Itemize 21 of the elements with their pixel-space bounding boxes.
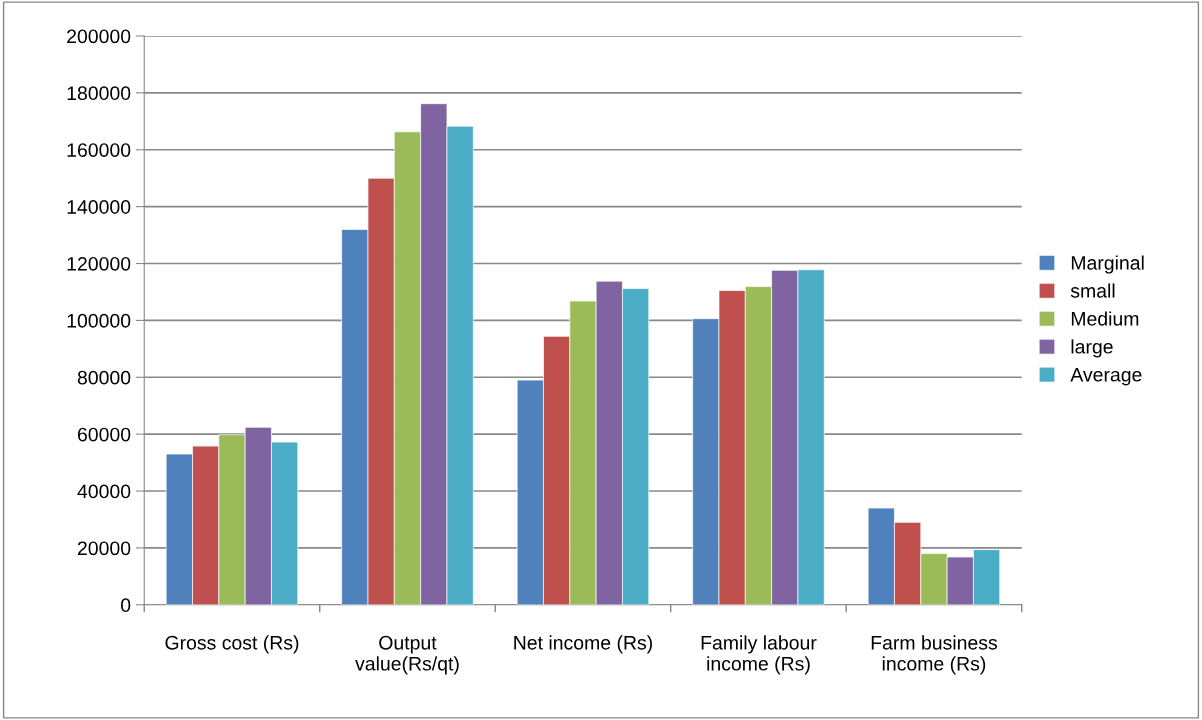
y-tick-label: 80000	[77, 370, 131, 385]
y-tick-label: 0	[120, 598, 131, 613]
y-tick-label: 180000	[67, 86, 131, 101]
x-tick-label: Output value(Rs/qt)	[355, 635, 459, 675]
y-tick-label: 40000	[77, 484, 131, 499]
legend-label: Average	[1070, 368, 1142, 386]
x-tick-label: Gross cost (Rs)	[165, 635, 299, 654]
y-tick-label: 20000	[77, 541, 131, 556]
legend-label: Medium	[1071, 311, 1139, 326]
y-tick-label: 120000	[67, 256, 131, 271]
y-tick-label: 140000	[67, 200, 131, 214]
x-tick-label: Farm business income (Rs)	[871, 635, 998, 675]
legend-label: small	[1070, 283, 1115, 298]
x-tick-label: Family labour income (Rs)	[701, 635, 817, 675]
legend-label: large	[1071, 339, 1113, 358]
y-tick-label: 60000	[77, 427, 131, 442]
x-tick-label: Net income (Rs)	[514, 635, 652, 654]
y-tick-label: 160000	[67, 143, 131, 157]
y-tick-label: 200000	[67, 29, 131, 44]
legend-label: Marginal	[1071, 255, 1144, 274]
y-tick-label: 100000	[67, 313, 131, 328]
